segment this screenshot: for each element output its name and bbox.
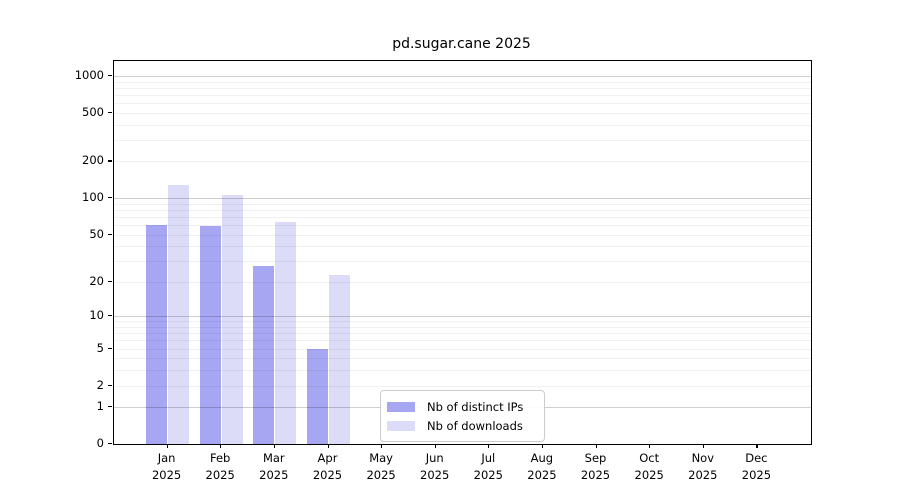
x-tick-label: Aug 2025 <box>527 451 557 482</box>
bar-distinct-ips <box>253 266 275 444</box>
x-tick-mark <box>220 444 222 448</box>
bar-downloads <box>275 222 297 444</box>
x-tick-mark <box>756 444 758 448</box>
legend-label: Nb of downloads <box>427 418 523 433</box>
x-tick-label: May 2025 <box>366 451 396 482</box>
y-tick-mark <box>108 160 112 162</box>
x-tick-label: Feb 2025 <box>205 451 235 482</box>
y-tick-label: 5 <box>96 340 104 355</box>
x-tick-mark <box>381 444 383 448</box>
y-tick-mark <box>108 280 112 282</box>
y-tick-mark <box>108 233 112 235</box>
y-tick-mark <box>108 347 112 349</box>
y-tick-label: 20 <box>89 273 104 288</box>
legend-swatch-downloads <box>387 420 415 431</box>
bar-distinct-ips <box>307 348 328 444</box>
y-tick-label: 2 <box>96 377 104 392</box>
x-tick-label: Nov 2025 <box>688 451 718 482</box>
chart-title: pd.sugar.cane 2025 <box>392 36 531 52</box>
legend-swatch-distinct-ips <box>387 401 415 412</box>
x-tick-label: Sep 2025 <box>580 451 611 482</box>
y-tick-mark <box>108 111 112 113</box>
legend-item: Nb of distinct IPs <box>387 397 536 416</box>
y-tick-label: 50 <box>89 226 104 241</box>
x-tick-mark <box>273 444 275 448</box>
y-tick-mark <box>108 443 112 445</box>
x-tick-mark <box>649 444 651 448</box>
y-tick-mark <box>108 384 112 386</box>
x-tick-mark <box>327 444 329 448</box>
x-tick-mark <box>166 444 168 448</box>
y-tick-mark <box>108 74 112 76</box>
y-tick-label: 100 <box>82 190 104 205</box>
y-tick-label: 200 <box>82 153 104 168</box>
x-tick-mark <box>702 444 704 448</box>
x-tick-label: Jul 2025 <box>473 451 503 482</box>
y-tick-label: 0 <box>96 436 104 450</box>
y-tick-mark <box>108 197 112 199</box>
bar-downloads <box>329 274 350 444</box>
y-tick-mark <box>108 406 112 408</box>
x-tick-label: Apr 2025 <box>312 451 343 482</box>
y-tick-mark <box>108 315 112 317</box>
x-tick-mark <box>541 444 544 448</box>
bar-distinct-ips <box>199 225 221 444</box>
x-tick-mark <box>488 444 490 448</box>
y-tick-label: 1 <box>96 399 104 414</box>
bar-downloads <box>168 185 190 444</box>
y-tick-label: 1000 <box>74 67 104 82</box>
legend-label: Nb of distinct IPs <box>427 399 524 414</box>
legend-item: Nb of downloads <box>387 416 536 435</box>
y-tick-label: 10 <box>89 308 104 323</box>
x-tick-label: Oct 2025 <box>634 451 664 482</box>
bar-downloads <box>221 194 243 444</box>
bars-layer <box>114 61 811 444</box>
x-tick-label: Mar 2025 <box>259 451 289 482</box>
x-tick-label: Dec 2025 <box>741 451 772 482</box>
x-tick-mark <box>595 444 597 448</box>
bar-distinct-ips <box>146 224 168 444</box>
x-tick-mark <box>434 444 436 448</box>
plot-area: Nb of distinct IPs Nb of downloads <box>113 60 812 445</box>
x-tick-label: Jan 2025 <box>151 451 182 482</box>
y-tick-label: 500 <box>82 104 104 119</box>
legend: Nb of distinct IPs Nb of downloads <box>380 390 545 442</box>
x-tick-label: Jun 2025 <box>420 451 450 482</box>
